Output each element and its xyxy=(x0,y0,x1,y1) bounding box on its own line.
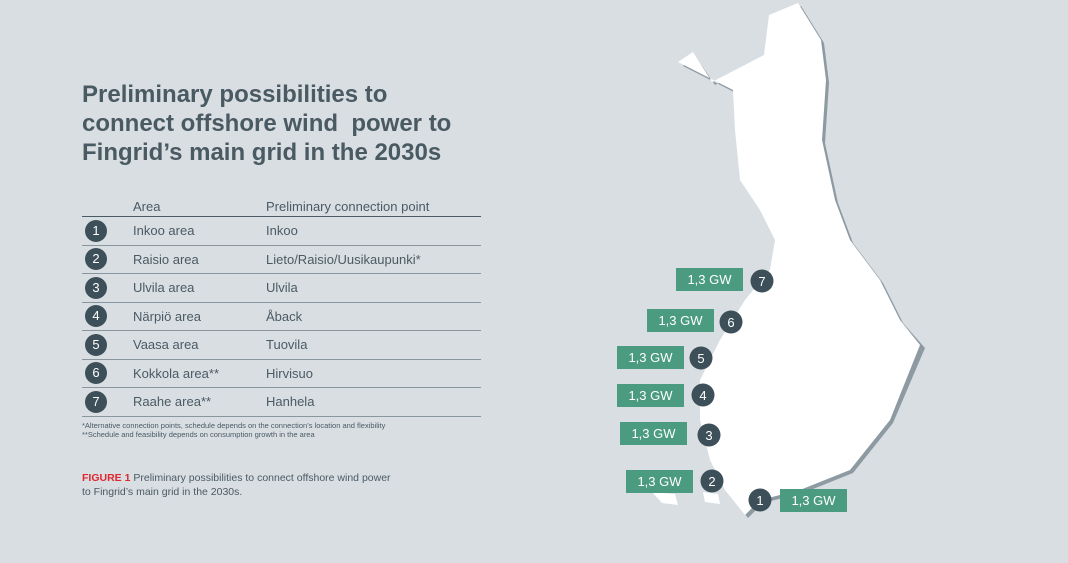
row-badge: 7 xyxy=(85,390,107,413)
cell-text: Lieto/Raisio/Uusikaupunki* xyxy=(266,251,421,267)
footnote: *Alternative connection points, schedule… xyxy=(82,421,386,430)
marker-badge xyxy=(691,383,715,407)
title-line: connect offshore wind power to xyxy=(82,110,452,137)
table-cell: 1 xyxy=(82,216,133,246)
row-badge: 5 xyxy=(85,333,107,356)
caption: FIGURE 1 Preliminary possibilities to co… xyxy=(82,471,392,499)
table-row: 7 Raahe area** Hanhela xyxy=(82,387,481,417)
marker-badge xyxy=(689,346,713,370)
footnotes: *Alternative connection points, schedule… xyxy=(82,421,385,439)
capacity-box xyxy=(620,422,687,445)
table-row: 3 Ulvila area Ulvila xyxy=(82,273,481,303)
marker-number: 1 xyxy=(756,493,763,508)
capacity-label: 1,3 GW xyxy=(628,388,673,403)
table-cell: Kokkola area** xyxy=(133,359,266,388)
marker-badge xyxy=(697,423,721,447)
capacity-label: 1,3 GW xyxy=(791,493,836,508)
capacity-label: 1,3 GW xyxy=(687,272,732,287)
marker-number: 7 xyxy=(758,274,765,289)
marker-number: 4 xyxy=(699,388,706,403)
table-cell: Hanhela xyxy=(266,387,481,417)
capacity-label: 1,3 GW xyxy=(631,426,676,441)
table-cell: 5 xyxy=(82,330,133,360)
cell-text: Ulvila area xyxy=(133,280,195,296)
map-finland xyxy=(678,3,920,515)
table-row: 1 Inkoo area Inkoo xyxy=(82,216,481,246)
capacity-box xyxy=(617,384,684,407)
table-cell: Raahe area** xyxy=(133,387,266,417)
table-row: 6 Kokkola area** Hirvisuo xyxy=(82,359,481,388)
capacity-box xyxy=(617,346,684,369)
row-badge: 6 xyxy=(85,362,107,385)
table-cell: Närpiö area xyxy=(133,302,266,331)
connection-table: Area Preliminary connection point 1 Inkoo … xyxy=(82,196,481,417)
marker-number: 2 xyxy=(708,474,715,489)
cell-text: Vaasa area xyxy=(133,337,199,353)
column-header: Area xyxy=(133,196,266,217)
cell-text: Tuovila xyxy=(266,337,308,353)
marker-badge xyxy=(750,269,774,293)
marker-badge xyxy=(719,310,743,334)
capacity-label: 1,3 GW xyxy=(637,474,682,489)
capacity-label: 1,3 GW xyxy=(658,313,703,328)
table-cell: Raisio area xyxy=(133,245,266,274)
marker-number: 6 xyxy=(727,315,734,330)
cell-text: Inkoo area xyxy=(133,223,195,239)
cell-text: Raahe area** xyxy=(133,394,212,410)
map-island xyxy=(703,492,720,504)
table-cell: Vaasa area xyxy=(133,330,266,360)
table-cell: 2 xyxy=(82,245,133,274)
title: Preliminary possibilities to connect off… xyxy=(82,80,451,167)
cell-text: Raisio area xyxy=(133,251,199,267)
capacity-box xyxy=(676,268,743,291)
cell-text: Ulvila xyxy=(266,280,298,296)
cell-text: Inkoo xyxy=(266,223,298,239)
cell-text: Åback xyxy=(266,308,303,324)
capacity-box xyxy=(647,309,714,332)
cell-text: Hirvisuo xyxy=(266,365,313,381)
footnote: **Schedule and feasibility depends on co… xyxy=(82,430,315,439)
table-cell: Tuovila xyxy=(266,330,481,360)
table-row: 5 Vaasa area Tuovila xyxy=(82,330,481,360)
column-header: Preliminary connection point xyxy=(266,196,481,217)
title-line: Preliminary possibilities to xyxy=(82,81,388,108)
row-badge: 4 xyxy=(85,305,107,328)
title-line: Fingrid’s main grid in the 2030s xyxy=(82,139,442,166)
cell-text: Närpiö area xyxy=(133,308,201,324)
table-cell: Åback xyxy=(266,302,481,331)
cell-text: Hanhela xyxy=(266,394,315,410)
table-cell: 6 xyxy=(82,359,133,388)
table-cell: Inkoo area xyxy=(133,216,266,246)
capacity-box xyxy=(780,489,847,512)
marker-number: 5 xyxy=(697,351,704,366)
row-badge: 3 xyxy=(85,276,107,299)
table-cell: Ulvila area xyxy=(133,273,266,303)
marker-badge xyxy=(748,488,772,512)
table-cell: Inkoo xyxy=(266,216,481,246)
table-row: 2 Raisio area Lieto/Raisio/Uusikaupunki* xyxy=(82,245,481,274)
caption-text: Preliminary possibilities to connect off… xyxy=(82,472,391,498)
table-cell: Lieto/Raisio/Uusikaupunki* xyxy=(266,245,481,274)
row-badge: 1 xyxy=(85,219,107,242)
capacity-box xyxy=(626,470,693,493)
table-cell: 4 xyxy=(82,302,133,331)
table-cell: Hirvisuo xyxy=(266,359,481,388)
cell-text: Kokkola area** xyxy=(133,365,219,381)
table-cell: 3 xyxy=(82,273,133,303)
table-cell: Ulvila xyxy=(266,273,481,303)
table-row: 4 Närpiö area Åback xyxy=(82,302,481,331)
caption-label: FIGURE 1 xyxy=(82,472,131,484)
row-badge: 2 xyxy=(85,248,107,271)
capacity-label: 1,3 GW xyxy=(628,350,673,365)
marker-number: 3 xyxy=(705,428,712,443)
table-cell: 7 xyxy=(82,387,133,417)
map-island xyxy=(652,492,678,505)
marker-badge xyxy=(700,469,724,493)
